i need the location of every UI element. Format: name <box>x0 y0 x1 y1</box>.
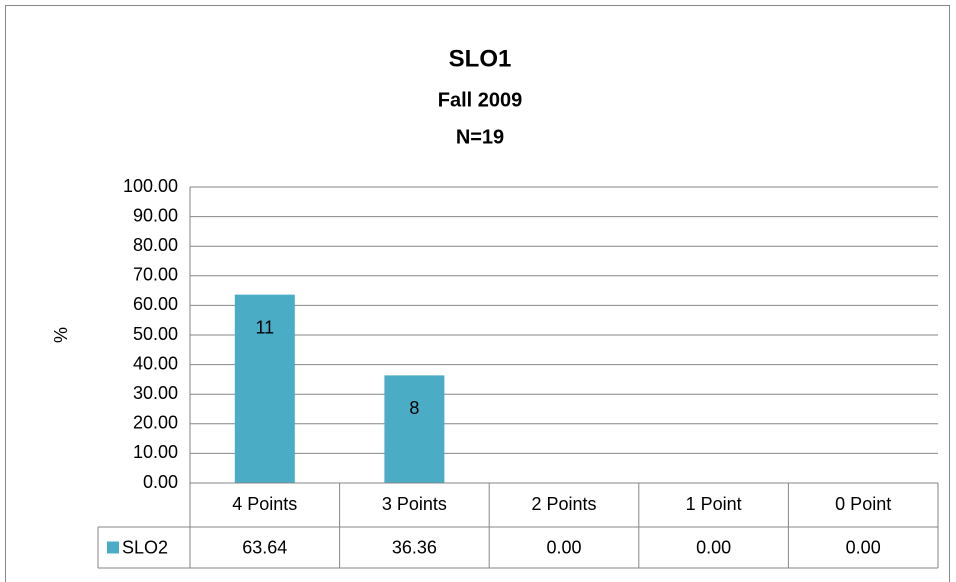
table-value: 0.00 <box>696 537 731 557</box>
y-tick-label: 60.00 <box>133 294 178 314</box>
x-tick-label: 0 Point <box>835 494 891 514</box>
data-label: 8 <box>409 398 419 418</box>
y-tick-label: 70.00 <box>133 265 178 285</box>
chart-subtitle: Fall 2009 <box>438 89 523 111</box>
y-tick-label: 20.00 <box>133 413 178 433</box>
chart-title: SLO1 <box>449 45 512 72</box>
y-tick-label: 10.00 <box>133 442 178 462</box>
y-tick-label: 0.00 <box>143 472 178 492</box>
x-tick-label: 2 Points <box>531 494 596 514</box>
y-tick-label: 100.00 <box>123 176 178 196</box>
x-tick-label: 4 Points <box>232 494 297 514</box>
x-tick-label: 1 Point <box>686 494 742 514</box>
x-tick-label: 3 Points <box>382 494 447 514</box>
legend-label: SLO2 <box>122 537 168 557</box>
chart-frame <box>5 5 950 582</box>
table-value: 0.00 <box>846 537 881 557</box>
table-value: 36.36 <box>392 537 437 557</box>
table-value: 63.64 <box>242 537 287 557</box>
bar <box>234 294 295 483</box>
y-axis-label: % <box>51 327 71 343</box>
y-tick-label: 80.00 <box>133 235 178 255</box>
y-tick-label: 40.00 <box>133 353 178 373</box>
bar <box>384 375 445 483</box>
legend-swatch <box>107 541 119 554</box>
data-label: 11 <box>255 317 274 337</box>
table-value: 0.00 <box>546 537 581 557</box>
y-tick-label: 30.00 <box>133 383 178 403</box>
y-tick-label: 50.00 <box>133 324 178 344</box>
y-tick-label: 90.00 <box>133 205 178 225</box>
chart-subtitle: N=19 <box>456 126 504 148</box>
